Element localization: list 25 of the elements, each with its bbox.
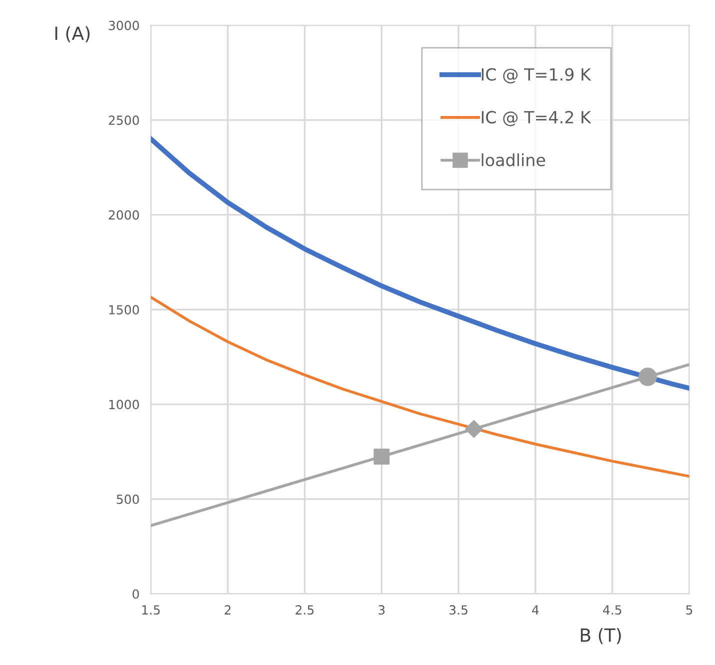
legend-label: IC @ T=4.2 K: [482, 110, 592, 126]
point: [374, 448, 390, 465]
x-tick-label: 5: [686, 605, 692, 615]
x-tick-label: 4.5: [603, 605, 622, 615]
y-tick-label: 1500: [109, 305, 139, 314]
x-tick-label: 3: [378, 605, 385, 615]
point: [464, 420, 483, 438]
y-tick-label: 0: [132, 589, 139, 599]
line-series: [150, 136, 690, 391]
x-tick-label: 1.5: [142, 605, 160, 615]
x-tick-label: 3.5: [450, 605, 468, 615]
x-tick-label: 2.5: [296, 605, 314, 615]
y-tick-label: 3000: [108, 20, 139, 30]
y-axis-title: I (A): [55, 26, 90, 42]
y-tick-label: 1000: [109, 400, 139, 410]
y-tick-label: 500: [116, 494, 139, 504]
x-tick-label: 2: [224, 605, 231, 614]
point: [638, 368, 657, 386]
legend-label: IC @ T=1.9 K: [482, 68, 592, 84]
y-tick-label: 2500: [108, 116, 139, 125]
x-tick-label: 4: [532, 605, 539, 614]
legend-label: loadline: [482, 153, 546, 166]
line-series: [150, 296, 690, 478]
x-axis-title: B (T): [580, 628, 621, 644]
y-tick-label: 2000: [108, 210, 139, 220]
